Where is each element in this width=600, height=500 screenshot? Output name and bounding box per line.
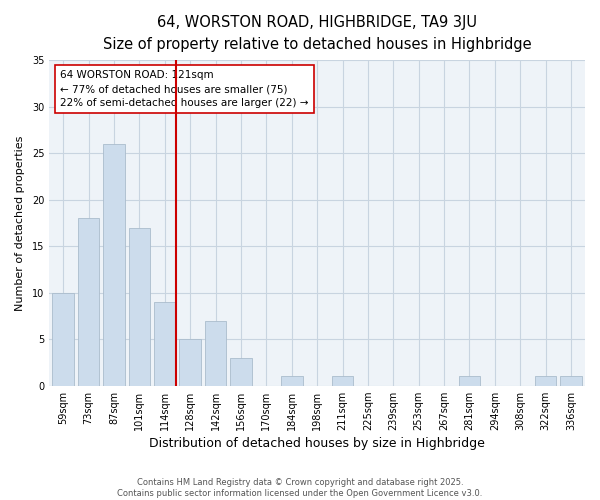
Bar xyxy=(560,376,582,386)
Bar xyxy=(230,358,252,386)
Y-axis label: Number of detached properties: Number of detached properties xyxy=(15,136,25,310)
Bar xyxy=(103,144,125,386)
Bar xyxy=(205,320,226,386)
Bar xyxy=(179,339,201,386)
Bar xyxy=(78,218,100,386)
Bar xyxy=(154,302,176,386)
Bar xyxy=(128,228,150,386)
Bar xyxy=(332,376,353,386)
Bar xyxy=(52,292,74,386)
Bar xyxy=(281,376,302,386)
Text: Contains HM Land Registry data © Crown copyright and database right 2025.
Contai: Contains HM Land Registry data © Crown c… xyxy=(118,478,482,498)
Title: 64, WORSTON ROAD, HIGHBRIDGE, TA9 3JU
Size of property relative to detached hous: 64, WORSTON ROAD, HIGHBRIDGE, TA9 3JU Si… xyxy=(103,15,532,52)
Bar xyxy=(535,376,556,386)
X-axis label: Distribution of detached houses by size in Highbridge: Distribution of detached houses by size … xyxy=(149,437,485,450)
Bar xyxy=(458,376,480,386)
Text: 64 WORSTON ROAD: 121sqm
← 77% of detached houses are smaller (75)
22% of semi-de: 64 WORSTON ROAD: 121sqm ← 77% of detache… xyxy=(60,70,308,108)
